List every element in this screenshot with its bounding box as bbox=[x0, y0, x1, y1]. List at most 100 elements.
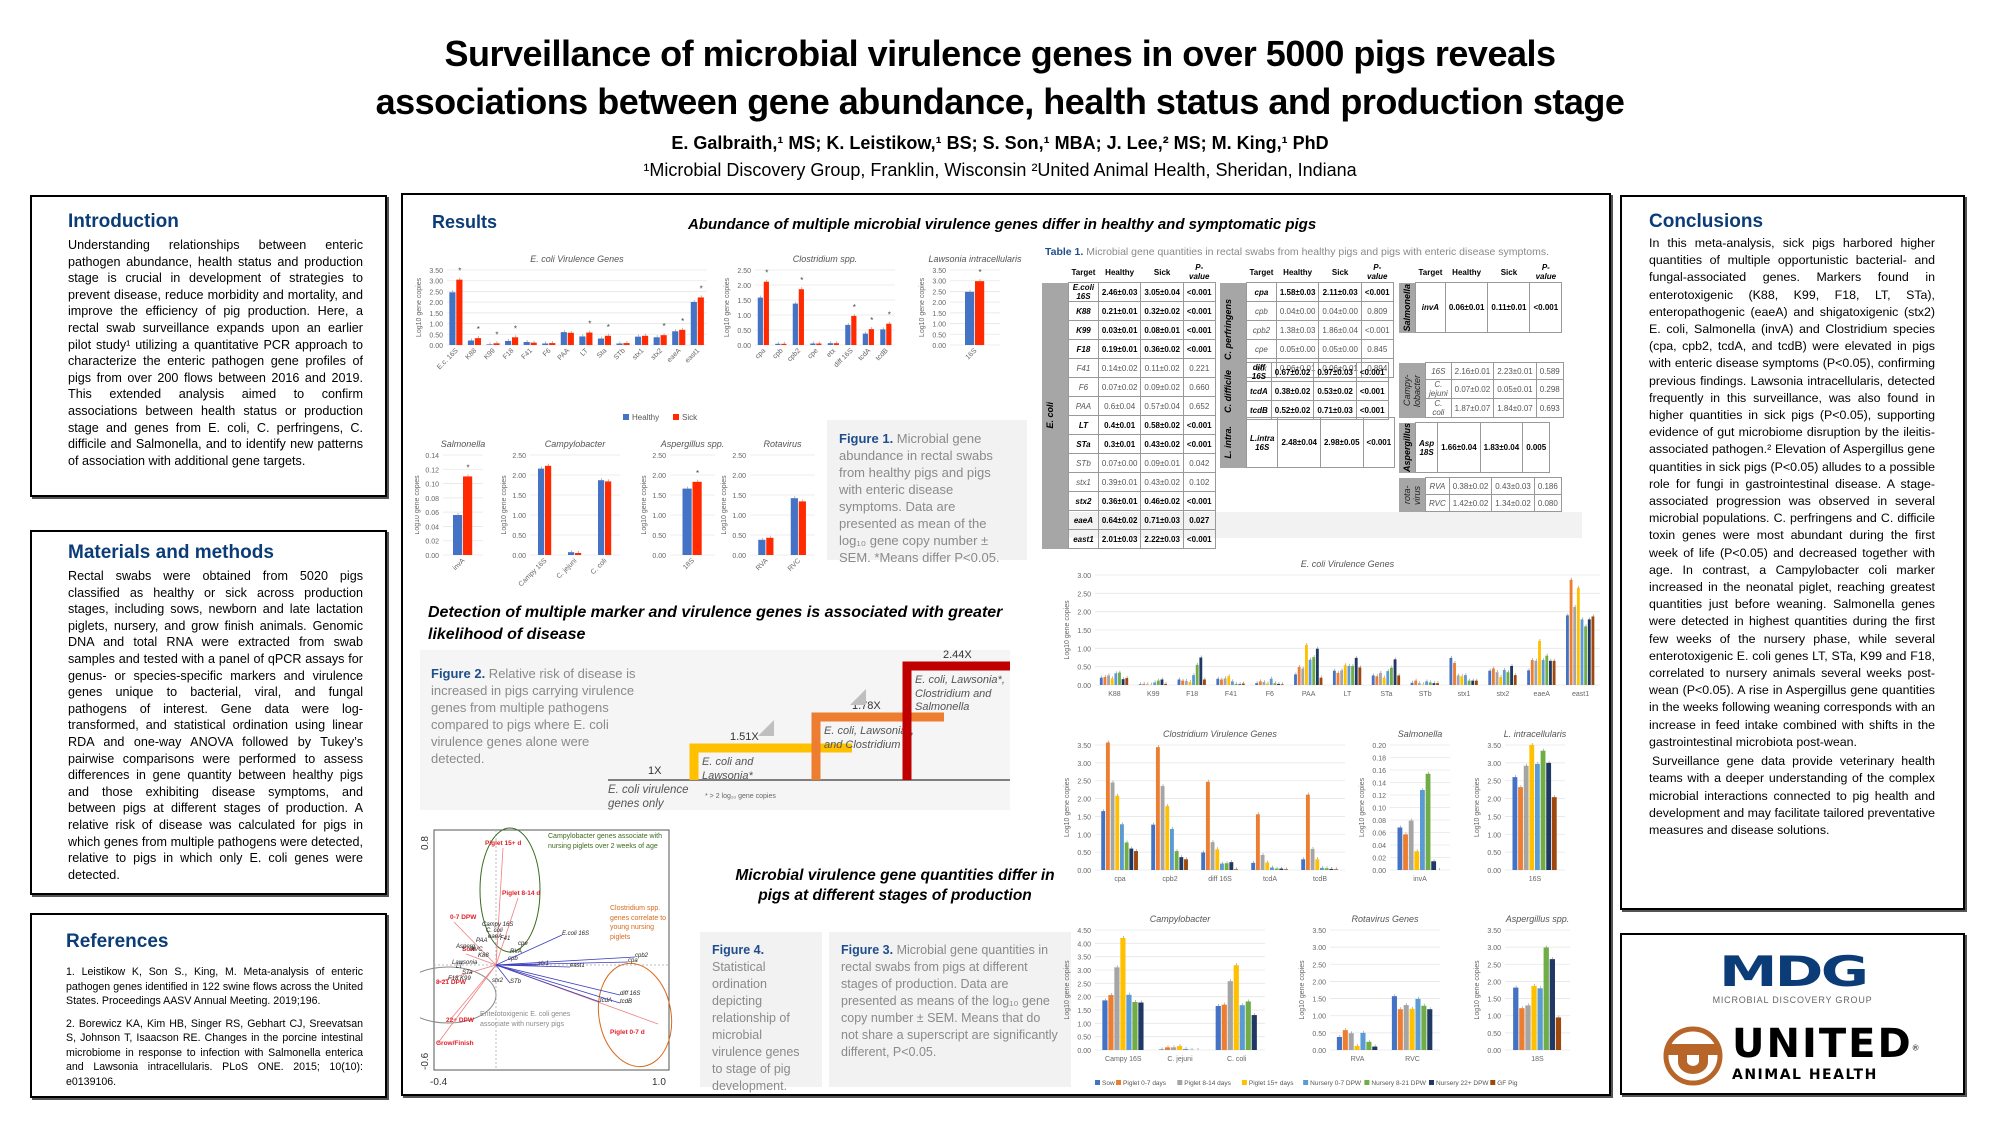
bar bbox=[798, 501, 806, 555]
column-header: P-value bbox=[1367, 263, 1388, 281]
y-tick-label: 0.50 bbox=[1077, 665, 1091, 672]
cell-healthy: 0.39±0.01 bbox=[1097, 472, 1142, 492]
bar bbox=[1215, 1006, 1221, 1050]
y-tick-label: 0.00 bbox=[652, 553, 666, 560]
bar bbox=[1308, 659, 1312, 685]
x-tick-label: -0.4 bbox=[430, 1077, 448, 1088]
mdg-logo: MDG MICROBIAL DISCOVERY GROUP bbox=[1622, 951, 1963, 1006]
bar bbox=[1502, 669, 1506, 685]
bar bbox=[456, 279, 463, 345]
y-tick-label: -0.6 bbox=[420, 1052, 431, 1070]
bar bbox=[1160, 679, 1164, 685]
bar bbox=[635, 336, 642, 345]
bar bbox=[833, 343, 839, 345]
figure-2-caption: Figure 2. Relative risk of disease is in… bbox=[431, 665, 641, 767]
y-tick-label: 0.50 bbox=[932, 332, 946, 339]
bar bbox=[1145, 684, 1149, 685]
bar bbox=[1397, 827, 1403, 870]
cell-p: 0.186 bbox=[1533, 477, 1562, 495]
y-tick-label: 2.00 bbox=[732, 473, 746, 480]
table-row: Campy-lobacter 16S 2.16±0.01 2.23±0.01 0.589 bbox=[1399, 362, 1564, 418]
x-tick-label: tcdB bbox=[875, 347, 890, 362]
cell-target: Asp 18S bbox=[1414, 422, 1439, 473]
group-cell: C. difficile bbox=[1220, 362, 1247, 420]
bar bbox=[880, 329, 886, 345]
y-axis-label: Log10 gene copies bbox=[1359, 777, 1366, 837]
bar bbox=[449, 292, 456, 345]
cell-healthy: 2.48±0.04 bbox=[1277, 417, 1321, 468]
bar bbox=[1174, 851, 1179, 870]
bar bbox=[1179, 857, 1184, 870]
table-row: east1 2.01±0.03 2.22±0.03 <0.001 bbox=[1042, 529, 1216, 549]
bar bbox=[1519, 1008, 1525, 1050]
legend-label: Nursery 0-7 DPW bbox=[1310, 1080, 1362, 1087]
y-tick-label: 2.50 bbox=[932, 289, 946, 296]
cell-sick: 0.11±0.02 bbox=[1140, 358, 1184, 378]
significance-marker: * bbox=[800, 276, 803, 285]
logos-panel: MDG MICROBIAL DISCOVERY GROUP UNITED® AN… bbox=[1620, 933, 1965, 1095]
x-tick-label: eaeA bbox=[1534, 691, 1551, 698]
y-tick-label: 0.00 bbox=[512, 553, 526, 560]
cell-healthy: 0.4±0.01 bbox=[1097, 415, 1142, 435]
bar bbox=[1223, 678, 1227, 685]
x-tick-label: F41 bbox=[521, 347, 535, 361]
figure-1-label: Figure 1. bbox=[839, 431, 894, 446]
registered-mark: ® bbox=[1912, 1043, 1919, 1053]
bar bbox=[623, 343, 630, 345]
cell-target: stx2 bbox=[1068, 491, 1099, 511]
cell-p: 0.298 bbox=[1535, 379, 1564, 399]
cell-healthy: 2.01±0.03 bbox=[1097, 529, 1142, 549]
chart-clostridium-spp-: Clostridium spp. 0.00 0.50 1.00 1.50 2.00 2.50… bbox=[724, 254, 895, 369]
bar bbox=[1534, 660, 1538, 685]
gene-label: RVA bbox=[510, 949, 522, 955]
column-header: P-value bbox=[1535, 263, 1557, 281]
step-value: 1X bbox=[648, 765, 662, 777]
table-header-row: Target Healthy Sick P-value bbox=[1220, 262, 1393, 283]
bar bbox=[1464, 675, 1467, 685]
bar bbox=[586, 332, 593, 345]
bar bbox=[538, 468, 545, 555]
cell-p: <0.001 bbox=[1182, 320, 1216, 340]
bar bbox=[1546, 762, 1552, 870]
y-tick-label: 2.50 bbox=[652, 453, 666, 460]
bar bbox=[781, 343, 787, 345]
y-tick-label: 3.00 bbox=[1077, 573, 1091, 580]
legend-label: Sow bbox=[1102, 1080, 1115, 1087]
significance-marker: * bbox=[696, 469, 699, 478]
y-tick-label: 0.00 bbox=[1312, 1048, 1326, 1055]
x-tick-label: etx bbox=[826, 347, 838, 359]
cell-target: east1 bbox=[1068, 529, 1099, 549]
bar bbox=[1343, 665, 1347, 685]
y-axis-label: Log10 gene copies bbox=[1064, 600, 1071, 660]
bar bbox=[1375, 676, 1379, 685]
bar bbox=[605, 481, 612, 555]
y-tick-label: 1.00 bbox=[512, 513, 526, 520]
cell-target: cpb2 bbox=[1246, 320, 1277, 340]
bar bbox=[1284, 869, 1288, 870]
bar bbox=[1348, 1033, 1354, 1050]
cell-target: F41 bbox=[1068, 358, 1099, 378]
bar bbox=[1262, 682, 1266, 685]
cell-healthy: 0.6±0.04 bbox=[1097, 396, 1142, 416]
y-tick-label: 2.00 bbox=[429, 300, 443, 307]
y-tick-label: 1.50 bbox=[932, 311, 946, 318]
bar bbox=[1537, 988, 1543, 1050]
x-tick-label: invA bbox=[1413, 876, 1427, 883]
cell-target: STa bbox=[1068, 434, 1099, 454]
bar bbox=[1431, 861, 1437, 870]
stage-vector bbox=[449, 964, 497, 1021]
y-tick-label: 1.50 bbox=[732, 493, 746, 500]
y-tick-label: 0.12 bbox=[425, 467, 439, 474]
y-tick-label: 2.50 bbox=[1487, 779, 1501, 786]
etec-ellipse bbox=[420, 966, 497, 1024]
bar bbox=[1312, 657, 1316, 685]
x-tick-label: F6 bbox=[1266, 691, 1274, 698]
gene-vector bbox=[495, 934, 563, 966]
y-tick-label: 1.00 bbox=[732, 513, 746, 520]
bar bbox=[1171, 1047, 1177, 1050]
stage-vector bbox=[437, 964, 497, 983]
figure-4-caption: Figure 4. Statistical ordination depicti… bbox=[700, 932, 822, 1093]
figure-2-heading: Detection of multiple marker and virulen… bbox=[428, 602, 1002, 646]
table-row: STb 0.07±0.00 0.09±0.01 0.042 bbox=[1042, 453, 1216, 473]
gene-label: cpb bbox=[508, 956, 518, 962]
